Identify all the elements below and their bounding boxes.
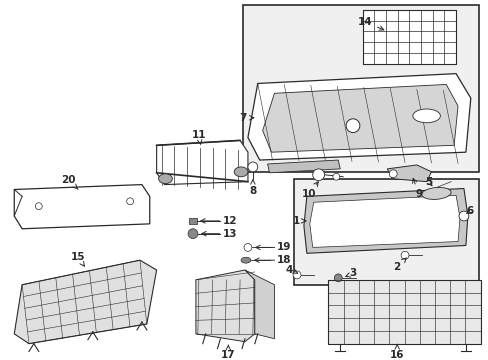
Polygon shape [14, 185, 149, 229]
Circle shape [388, 170, 396, 178]
Polygon shape [14, 260, 156, 344]
Bar [243, 5, 478, 172]
Text: 13: 13 [223, 229, 237, 239]
Text: 4: 4 [285, 265, 292, 275]
Text: 20: 20 [61, 175, 78, 189]
Bar [362, 10, 455, 64]
Polygon shape [156, 140, 247, 185]
Polygon shape [196, 270, 254, 342]
Circle shape [334, 274, 342, 282]
Circle shape [292, 271, 300, 279]
Text: 14: 14 [357, 17, 383, 30]
Text: 19: 19 [277, 242, 291, 252]
Text: 3: 3 [348, 268, 356, 278]
Bar [293, 179, 478, 285]
Polygon shape [267, 160, 340, 173]
Ellipse shape [158, 174, 172, 184]
Text: 2: 2 [393, 258, 406, 272]
Polygon shape [262, 85, 457, 152]
Bar [189, 218, 197, 224]
Polygon shape [303, 189, 467, 253]
Circle shape [458, 211, 468, 221]
Text: 8: 8 [249, 180, 256, 197]
Circle shape [332, 173, 339, 180]
Circle shape [244, 243, 251, 251]
Ellipse shape [412, 109, 440, 123]
Circle shape [346, 119, 359, 132]
Text: 18: 18 [276, 255, 291, 265]
Ellipse shape [421, 188, 450, 199]
Polygon shape [247, 74, 470, 160]
Bar [328, 280, 480, 344]
Polygon shape [309, 195, 459, 247]
Circle shape [35, 203, 42, 210]
Text: 15: 15 [71, 252, 85, 266]
Circle shape [126, 198, 133, 205]
Text: 12: 12 [223, 216, 237, 226]
Text: 9: 9 [412, 179, 422, 199]
Text: 16: 16 [389, 345, 404, 360]
Polygon shape [386, 165, 430, 182]
Ellipse shape [234, 167, 247, 177]
Text: 7: 7 [239, 113, 253, 123]
Text: 6: 6 [465, 206, 472, 216]
Ellipse shape [241, 257, 250, 263]
Text: 1: 1 [292, 216, 305, 226]
Text: 5: 5 [424, 177, 431, 186]
Polygon shape [244, 270, 274, 339]
Circle shape [400, 251, 408, 259]
Text: 17: 17 [221, 345, 235, 360]
Circle shape [188, 229, 198, 239]
Text: 10: 10 [301, 182, 318, 199]
Circle shape [312, 169, 324, 181]
Circle shape [247, 162, 257, 172]
Text: 11: 11 [191, 130, 205, 144]
